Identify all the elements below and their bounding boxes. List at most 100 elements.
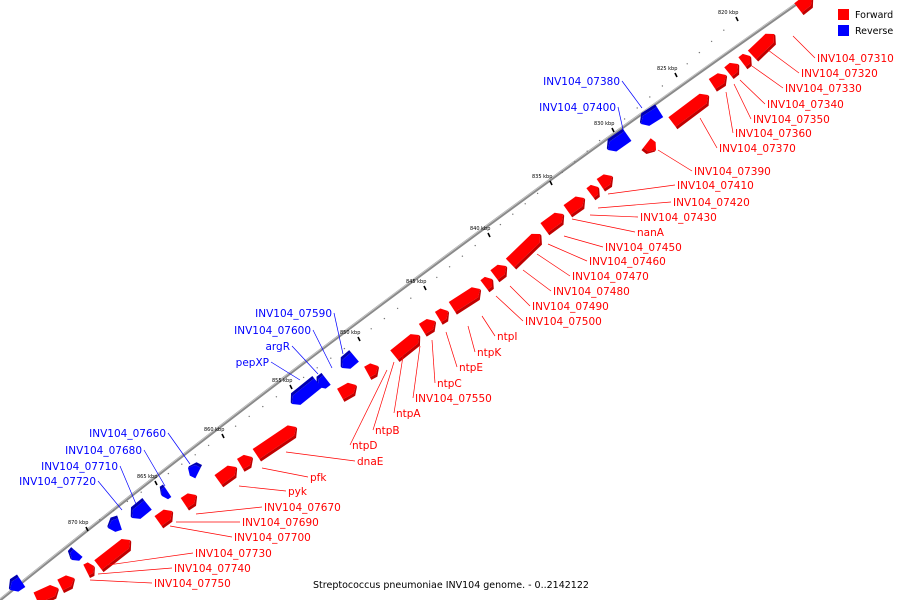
- forward-gene-arrow[interactable]: [33, 583, 62, 600]
- reverse-gene-label[interactable]: INV104_07590: [255, 308, 332, 320]
- forward-gene-arrow[interactable]: [505, 230, 546, 270]
- forward-gene-label[interactable]: ntpB: [375, 425, 400, 437]
- forward-gene-arrow[interactable]: [180, 490, 201, 511]
- forward-gene-label[interactable]: INV104_07480: [553, 286, 630, 298]
- forward-gene-arrow[interactable]: [364, 361, 382, 380]
- forward-gene-arrow[interactable]: [596, 171, 617, 192]
- forward-gene-arrow[interactable]: [94, 535, 135, 573]
- forward-gene-label[interactable]: ntpE: [459, 362, 483, 374]
- forward-gene-arrow[interactable]: [708, 70, 731, 92]
- forward-gene-label[interactable]: pyk: [288, 486, 308, 498]
- gene-body: [161, 487, 172, 500]
- forward-gene-label[interactable]: INV104_07730: [195, 548, 272, 560]
- forward-gene-label[interactable]: INV104_07750: [154, 578, 231, 590]
- forward-gene-arrow[interactable]: [252, 422, 301, 462]
- label-leader: [143, 449, 166, 487]
- forward-gene-label[interactable]: INV104_07500: [525, 316, 602, 328]
- forward-gene-arrow[interactable]: [641, 138, 659, 157]
- forward-gene-label[interactable]: INV104_07360: [735, 128, 812, 140]
- forward-gene-arrow[interactable]: [586, 182, 603, 201]
- forward-gene-arrow[interactable]: [448, 284, 485, 315]
- forward-gene-label[interactable]: INV104_07430: [640, 212, 717, 224]
- forward-gene-label[interactable]: INV104_07550: [415, 393, 492, 405]
- forward-gene-arrow[interactable]: [738, 51, 755, 70]
- reverse-strand: [5, 104, 664, 595]
- forward-gene-label[interactable]: INV104_07470: [572, 271, 649, 283]
- forward-gene-arrow[interactable]: [83, 561, 98, 579]
- label-leader: [270, 361, 301, 381]
- legend-reverse-swatch: [838, 25, 849, 36]
- forward-gene-label[interactable]: nanA: [637, 227, 665, 239]
- forward-gene-label[interactable]: ntpD: [352, 440, 378, 452]
- forward-gene-label[interactable]: INV104_07700: [234, 532, 311, 544]
- reverse-gene-arrow[interactable]: [336, 350, 359, 372]
- forward-gene-arrow[interactable]: [434, 306, 453, 325]
- reverse-gene-label[interactable]: argR: [265, 341, 290, 353]
- forward-labels: INV104_07310 INV104_07320 INV104_07330 INV1…: [89, 35, 894, 590]
- forward-gene-arrow[interactable]: [724, 59, 743, 80]
- forward-gene-label[interactable]: INV104_07390: [694, 166, 771, 178]
- gene-shadow: [187, 462, 203, 469]
- forward-gene-label[interactable]: INV104_07320: [801, 68, 878, 80]
- forward-gene-label[interactable]: INV104_07490: [532, 301, 609, 313]
- reverse-gene-arrow[interactable]: [105, 515, 122, 533]
- forward-gene-arrow[interactable]: [214, 462, 241, 488]
- forward-gene-label[interactable]: INV104_07410: [677, 180, 754, 192]
- reverse-gene-label[interactable]: INV104_07660: [89, 428, 166, 440]
- forward-gene-arrow[interactable]: [480, 274, 497, 293]
- forward-gene-label[interactable]: pfk: [310, 472, 327, 484]
- forward-gene-arrow[interactable]: [794, 0, 817, 16]
- forward-gene-label[interactable]: ntpA: [396, 408, 421, 420]
- reverse-gene-arrow[interactable]: [65, 547, 83, 564]
- forward-gene-label[interactable]: INV104_07420: [673, 197, 750, 209]
- forward-gene-arrow[interactable]: [337, 380, 360, 402]
- gene-shadow: [639, 104, 657, 125]
- gene-body: [490, 264, 507, 280]
- forward-gene-label[interactable]: ntpI: [497, 331, 518, 343]
- tick-label: 850 kbp: [340, 330, 360, 336]
- label-leader: [547, 243, 588, 262]
- forward-gene-label[interactable]: INV104_07450: [605, 242, 682, 254]
- forward-gene-arrow[interactable]: [668, 90, 713, 130]
- reverse-gene-arrow[interactable]: [126, 498, 152, 523]
- reverse-gene-arrow[interactable]: [5, 574, 26, 595]
- forward-gene-label[interactable]: INV104_07690: [242, 517, 319, 529]
- forward-gene-arrow[interactable]: [418, 316, 440, 337]
- reverse-gene-label[interactable]: INV104_07680: [65, 445, 142, 457]
- reverse-gene-label[interactable]: INV104_07720: [19, 476, 96, 488]
- forward-gene-arrow[interactable]: [390, 330, 424, 363]
- forward-gene-label[interactable]: INV104_07460: [589, 256, 666, 268]
- forward-gene-arrow[interactable]: [540, 209, 568, 236]
- gene-body: [641, 106, 664, 126]
- reverse-gene-arrow[interactable]: [185, 460, 203, 479]
- reverse-gene-label[interactable]: INV104_07400: [539, 102, 616, 114]
- forward-gene-label[interactable]: INV104_07370: [719, 143, 796, 155]
- gene-body: [108, 518, 122, 532]
- forward-gene-label[interactable]: INV104_07670: [264, 502, 341, 514]
- reverse-gene-arrow[interactable]: [157, 484, 172, 501]
- reverse-gene-label[interactable]: INV104_07380: [543, 76, 620, 88]
- reverse-gene-label[interactable]: INV104_07600: [234, 325, 311, 337]
- reverse-gene-label[interactable]: INV104_07710: [41, 461, 118, 473]
- forward-gene-label[interactable]: INV104_07740: [174, 563, 251, 575]
- gene-shadow: [67, 547, 74, 561]
- forward-gene-label[interactable]: ntpK: [477, 347, 502, 359]
- forward-gene-arrow[interactable]: [57, 573, 78, 594]
- forward-gene-label[interactable]: ntpC: [437, 378, 462, 390]
- forward-gene-label[interactable]: INV104_07330: [785, 83, 862, 95]
- reverse-gene-arrow[interactable]: [636, 104, 664, 129]
- forward-gene-arrow[interactable]: [154, 506, 178, 529]
- forward-gene-label[interactable]: dnaE: [357, 456, 383, 468]
- reverse-gene-label[interactable]: pepXP: [236, 357, 269, 369]
- forward-gene-arrow[interactable]: [747, 30, 780, 62]
- reverse-gene-arrow[interactable]: [312, 372, 331, 392]
- forward-gene-label[interactable]: INV104_07350: [753, 114, 830, 126]
- forward-gene-arrow[interactable]: [490, 261, 511, 283]
- forward-gene-arrow[interactable]: [236, 452, 257, 472]
- reverse-gene-arrow[interactable]: [603, 128, 632, 155]
- forward-gene-label[interactable]: INV104_07310: [817, 53, 894, 65]
- forward-gene-label[interactable]: INV104_07340: [767, 99, 844, 111]
- reverse-gene-arrow[interactable]: [286, 375, 322, 409]
- forward-gene-arrow[interactable]: [563, 193, 590, 218]
- label-leader: [333, 312, 344, 355]
